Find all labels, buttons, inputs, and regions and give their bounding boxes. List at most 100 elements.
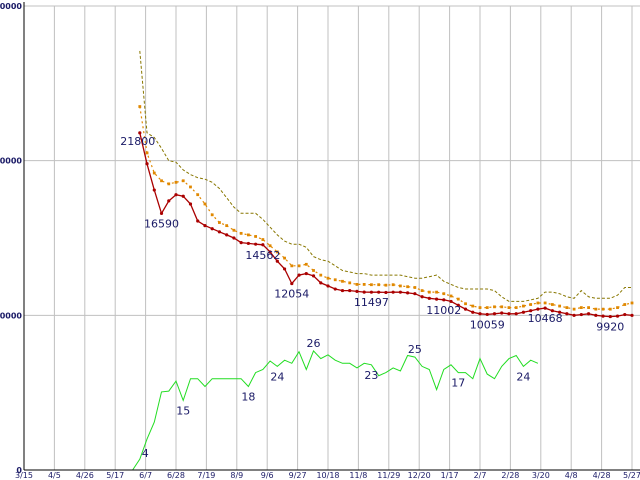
y-tick-label: 20000	[0, 157, 22, 166]
x-tick-label: 2/7	[474, 471, 487, 480]
series-group	[24, 50, 634, 471]
data-point-main	[362, 290, 366, 294]
x-tick-label: 11/29	[377, 471, 400, 480]
data-point-main	[203, 224, 207, 228]
data-point-upper_dotted	[550, 303, 554, 306]
x-tick-label: 3/20	[532, 471, 550, 480]
data-point-upper_dotted	[167, 182, 171, 186]
data-point-upper_dotted	[485, 306, 489, 309]
data-point-main	[384, 290, 388, 295]
data-point-main	[529, 309, 533, 313]
x-tick-label: 4/28	[593, 471, 611, 480]
data-point-upper_dotted	[478, 306, 482, 309]
data-point-upper_dotted	[348, 281, 352, 285]
series-line-green	[24, 349, 539, 471]
data-point-main	[282, 267, 287, 271]
data-label: 16590	[144, 217, 179, 230]
data-point-main	[377, 290, 381, 294]
data-point-main	[369, 290, 374, 294]
data-point-main	[246, 241, 250, 246]
data-point-main	[406, 291, 410, 295]
data-point-main	[319, 281, 323, 285]
data-label: 14562	[245, 249, 280, 262]
x-tick-label: 11/8	[349, 471, 367, 480]
data-point-upper_dotted	[442, 292, 446, 296]
data-point-upper_dotted	[558, 304, 562, 308]
x-tick-label: 3/15	[15, 471, 33, 480]
data-point-upper_dotted	[413, 286, 417, 289]
x-tick-label: 12/20	[408, 471, 431, 480]
data-label: 11497	[354, 296, 389, 309]
data-point-main	[615, 314, 620, 318]
data-point-upper_dotted	[239, 231, 243, 235]
x-tick-label: 5/17	[106, 471, 124, 480]
data-point-main	[268, 250, 272, 254]
y-tick-label: 30000	[0, 2, 22, 11]
data-point-main	[355, 289, 359, 293]
data-point-main	[434, 297, 439, 301]
data-point-upper_dotted	[290, 264, 294, 268]
data-point-upper_dotted	[203, 202, 207, 206]
data-point-upper_dotted	[456, 297, 460, 301]
data-point-upper_dotted	[254, 235, 258, 238]
data-point-upper_dotted	[261, 238, 265, 241]
data-point-upper_dotted	[362, 283, 366, 286]
data-point-main	[261, 243, 265, 247]
data-point-main	[572, 313, 576, 317]
data-point-main	[138, 131, 142, 135]
data-point-upper_dotted	[189, 185, 192, 189]
data-point-upper_dotted	[370, 283, 373, 287]
data-point-upper_dotted	[522, 304, 525, 308]
data-point-upper_dotted	[398, 284, 402, 288]
data-point-upper_dotted	[464, 302, 467, 306]
data-point-upper_dotted	[572, 307, 576, 311]
data-point-main	[478, 312, 482, 316]
data-point-main	[485, 312, 489, 317]
data-point-main	[159, 211, 164, 216]
data-point-main	[594, 313, 598, 317]
data-point-upper_dotted	[218, 221, 221, 224]
series-line-upper_dotted	[139, 106, 633, 310]
data-point-main	[311, 274, 316, 278]
data-point-main	[290, 281, 294, 286]
data-point-main	[152, 188, 156, 192]
data-point-upper_dotted	[406, 285, 410, 289]
data-point-main	[188, 202, 193, 206]
data-point-main	[413, 292, 417, 296]
data-point-main	[536, 307, 540, 311]
data-point-upper_dotted	[246, 233, 250, 237]
data-point-upper_dotted	[420, 289, 424, 292]
data-point-upper_dotted	[507, 306, 511, 309]
data-point-main	[232, 236, 236, 240]
data-point-upper_dotted	[341, 279, 344, 283]
x-tick-label: 8/9	[230, 471, 243, 480]
data-label: 24	[516, 370, 530, 383]
data-point-main	[449, 299, 453, 304]
data-point-main	[579, 312, 583, 317]
x-tick-label: 2/28	[501, 471, 519, 480]
data-point-upper_dotted	[377, 283, 381, 287]
data-point-main	[210, 227, 214, 231]
data-point-main	[167, 199, 171, 203]
data-point-main	[181, 194, 185, 198]
data-point-main	[239, 241, 243, 245]
data-point-upper_dotted	[145, 151, 149, 155]
data-point-main	[586, 312, 591, 316]
data-label: 17	[451, 377, 465, 390]
data-label: 25	[408, 343, 422, 356]
data-point-upper_dotted	[543, 301, 547, 305]
data-point-upper_dotted	[326, 276, 330, 280]
data-point-upper_dotted	[333, 278, 337, 282]
data-label: 23	[364, 369, 378, 382]
data-point-main	[217, 230, 222, 234]
data-point-main	[427, 296, 431, 300]
data-point-main	[196, 219, 200, 223]
data-point-upper_dotted	[587, 306, 590, 309]
data-point-upper_dotted	[391, 283, 395, 287]
x-tick-label: 4/8	[565, 471, 578, 480]
data-label: 4	[142, 447, 149, 460]
data-point-main	[492, 312, 497, 316]
data-point-main	[348, 288, 352, 293]
data-point-upper_dotted	[594, 307, 598, 311]
data-point-main	[558, 310, 562, 314]
